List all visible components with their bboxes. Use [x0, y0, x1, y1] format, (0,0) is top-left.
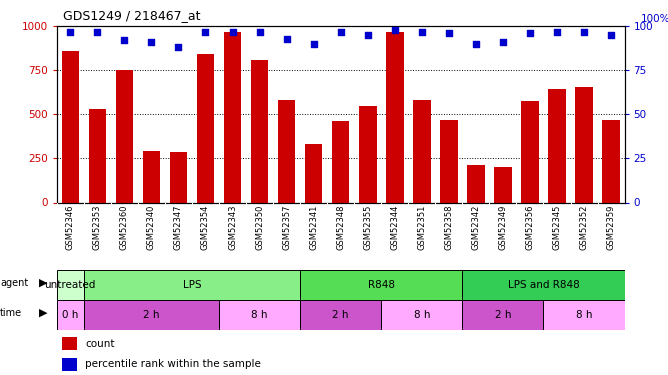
Bar — [219, 300, 300, 330]
Point — [173, 44, 184, 50]
Text: GSM52352: GSM52352 — [580, 204, 589, 250]
Bar — [116, 70, 133, 202]
Bar — [575, 87, 593, 202]
Text: GSM52347: GSM52347 — [174, 204, 183, 250]
Point — [146, 39, 157, 45]
Text: GSM52359: GSM52359 — [607, 204, 615, 250]
Text: GSM52348: GSM52348 — [336, 204, 345, 250]
Point — [362, 32, 373, 38]
Text: GSM52340: GSM52340 — [147, 204, 156, 250]
Point — [552, 28, 562, 34]
Bar — [521, 101, 538, 202]
Text: GSM52351: GSM52351 — [418, 204, 426, 250]
Text: agent: agent — [0, 278, 28, 288]
Text: GSM52354: GSM52354 — [201, 204, 210, 250]
Text: GSM52355: GSM52355 — [363, 204, 372, 250]
Bar — [548, 89, 566, 202]
Text: 2 h: 2 h — [333, 310, 349, 320]
Bar — [359, 106, 377, 202]
Point — [470, 41, 481, 47]
Bar — [381, 300, 462, 330]
Text: LPS and R848: LPS and R848 — [508, 280, 579, 290]
Text: count: count — [86, 339, 115, 348]
Point — [389, 27, 400, 33]
Bar — [603, 120, 620, 202]
Point — [606, 32, 617, 38]
Point — [416, 28, 427, 34]
Bar — [143, 152, 160, 202]
Text: GDS1249 / 218467_at: GDS1249 / 218467_at — [63, 9, 201, 22]
Point — [92, 28, 103, 34]
Bar — [544, 300, 625, 330]
Text: 8 h: 8 h — [576, 310, 593, 320]
Text: GSM52360: GSM52360 — [120, 204, 129, 250]
Text: GSM52343: GSM52343 — [228, 204, 237, 250]
Bar — [332, 120, 349, 202]
Text: GSM52358: GSM52358 — [444, 204, 454, 250]
Point — [281, 36, 292, 42]
Bar — [278, 100, 295, 202]
Bar — [250, 60, 269, 202]
Text: GSM52345: GSM52345 — [552, 204, 562, 250]
Point — [578, 28, 589, 34]
Bar — [462, 270, 625, 300]
Point — [335, 28, 346, 34]
Point — [444, 30, 454, 36]
Bar — [84, 300, 219, 330]
Bar — [89, 109, 106, 202]
Bar — [63, 337, 77, 350]
Text: 2 h: 2 h — [143, 310, 160, 320]
Bar — [57, 270, 84, 300]
Text: LPS: LPS — [182, 280, 201, 290]
Bar — [61, 51, 79, 202]
Bar — [440, 120, 458, 202]
Text: R848: R848 — [368, 280, 395, 290]
Bar — [224, 32, 241, 202]
Text: 8 h: 8 h — [251, 310, 268, 320]
Text: GSM52342: GSM52342 — [472, 204, 480, 250]
Text: ▶: ▶ — [39, 278, 47, 288]
Text: GSM52344: GSM52344 — [390, 204, 399, 250]
Text: GSM52357: GSM52357 — [282, 204, 291, 250]
Bar — [170, 152, 187, 202]
Bar — [467, 165, 485, 202]
Bar — [462, 300, 544, 330]
Point — [227, 28, 238, 34]
Bar — [494, 167, 512, 202]
Point — [65, 28, 75, 34]
Bar — [57, 300, 84, 330]
Text: 2 h: 2 h — [495, 310, 511, 320]
Text: GSM52346: GSM52346 — [66, 204, 75, 250]
Bar — [84, 270, 300, 300]
Bar — [63, 358, 77, 370]
Bar — [305, 144, 323, 202]
Bar — [300, 270, 462, 300]
Point — [119, 38, 130, 44]
Text: percentile rank within the sample: percentile rank within the sample — [86, 359, 261, 369]
Y-axis label: 100%: 100% — [641, 15, 668, 24]
Bar — [196, 54, 214, 202]
Point — [524, 30, 535, 36]
Text: GSM52349: GSM52349 — [498, 204, 508, 250]
Text: GSM52350: GSM52350 — [255, 204, 264, 250]
Text: 8 h: 8 h — [413, 310, 430, 320]
Point — [498, 39, 508, 45]
Bar — [386, 32, 403, 202]
Text: GSM52353: GSM52353 — [93, 204, 102, 250]
Point — [200, 28, 211, 34]
Text: time: time — [0, 308, 22, 318]
Text: GSM52341: GSM52341 — [309, 204, 318, 250]
Text: ▶: ▶ — [39, 308, 47, 318]
Text: 0 h: 0 h — [62, 310, 78, 320]
Text: untreated: untreated — [45, 280, 96, 290]
Point — [309, 41, 319, 47]
Bar — [413, 100, 431, 202]
Text: GSM52356: GSM52356 — [526, 204, 534, 250]
Bar — [300, 300, 381, 330]
Point — [255, 28, 265, 34]
